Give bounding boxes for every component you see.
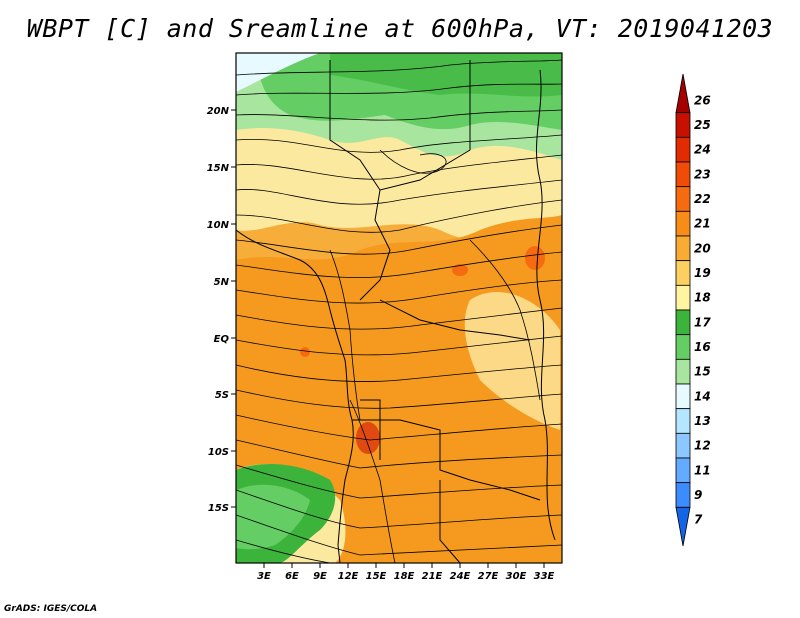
lon-label-12e: 12E	[338, 571, 359, 582]
lat-labels: 20N 15N 10N 5N EQ 5S 10S 15S	[207, 106, 230, 514]
credit-label: GrADS: IGES/COLA	[4, 604, 98, 614]
lon-label-33e: 33E	[534, 571, 555, 582]
lat-ticks	[231, 109, 236, 508]
colorbar-label-22: 22	[694, 192, 711, 206]
colorbar-label-17: 17	[694, 315, 711, 329]
lon-label-3e: 3E	[257, 571, 271, 582]
colorbar-label-24: 24	[694, 143, 711, 157]
colorbar-swatch-18	[675, 284, 691, 311]
lat-label-5s: 5S	[215, 390, 229, 401]
colorbar-swatch-23	[675, 161, 691, 188]
colorbar-label-19: 19	[694, 266, 711, 280]
lon-label-9e: 9E	[313, 571, 327, 582]
colorbar-swatch-13	[675, 408, 691, 434]
lon-label-27e: 27E	[478, 571, 499, 582]
colorbar-swatch-20	[675, 235, 691, 262]
lat-label-eq: EQ	[214, 334, 230, 345]
country-borders	[236, 60, 556, 563]
colorbar-swatch-21	[675, 210, 691, 237]
colorbar-swatch-9	[675, 482, 691, 508]
colorbar: 26 25 24 23 22 21 20 19 18 17 16 15 14 13 12 11 9 7	[675, 73, 711, 547]
colorbar-swatch-26	[675, 73, 691, 114]
colorbar-label-18: 18	[694, 291, 711, 305]
lon-label-18e: 18E	[394, 571, 415, 582]
colorbar-label-12: 12	[694, 439, 711, 453]
colorbar-label-9: 9	[694, 488, 702, 502]
lat-label-10s: 10S	[208, 447, 229, 458]
lon-label-15e: 15E	[366, 571, 387, 582]
colorbar-swatch-12	[675, 432, 691, 459]
colorbar-label-23: 23	[694, 167, 711, 181]
colorbar-label-16: 16	[694, 340, 711, 354]
colorbar-swatch-25	[675, 112, 691, 138]
lon-label-30e: 30E	[506, 571, 527, 582]
colorbar-label-26: 26	[694, 93, 711, 107]
map-frame	[235, 52, 563, 564]
lon-labels: 3E 6E 9E 12E 15E 18E 21E 24E 27E 30E 33E	[257, 571, 554, 582]
colorbar-swatch-16	[675, 334, 691, 360]
colorbar-swatch-24	[675, 136, 691, 163]
colorbar-label-11: 11	[694, 463, 711, 477]
lat-label-10n: 10N	[207, 220, 230, 231]
lat-label-15n: 15N	[207, 163, 230, 174]
wbpt-field	[236, 53, 562, 563]
lat-label-15s: 15S	[208, 503, 229, 514]
colorbar-swatch-11	[675, 457, 691, 484]
colorbar-swatch-17	[675, 309, 691, 336]
lon-label-6e: 6E	[285, 571, 299, 582]
lon-label-21e: 21E	[422, 571, 443, 582]
lat-label-5n: 5N	[214, 277, 230, 288]
colorbar-label-7: 7	[694, 513, 703, 527]
colorbar-label-21: 21	[694, 217, 711, 231]
colorbar-swatch-7	[675, 506, 691, 547]
lat-label-20n: 20N	[207, 106, 230, 117]
colorbar-swatch-15	[675, 358, 691, 385]
colorbar-label-25: 25	[694, 118, 711, 132]
colorbar-swatch-14	[675, 383, 691, 410]
colorbar-swatch-22	[675, 186, 691, 212]
colorbar-label-13: 13	[694, 414, 711, 428]
colorbar-label-20: 20	[694, 241, 711, 255]
map-title: WBPT [C] and Sreamline at 600hPa, VT: 20…	[26, 14, 774, 43]
colorbar-label-15: 15	[694, 365, 711, 379]
lon-label-24e: 24E	[450, 571, 471, 582]
colorbar-label-14: 14	[694, 389, 711, 403]
lon-ticks	[263, 563, 545, 568]
colorbar-swatch-19	[675, 260, 691, 286]
